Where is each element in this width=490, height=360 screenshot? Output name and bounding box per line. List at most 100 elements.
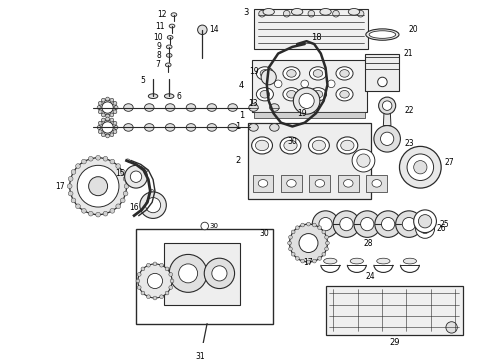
Text: 2: 2 <box>235 156 240 165</box>
Circle shape <box>169 255 207 292</box>
Ellipse shape <box>372 180 382 187</box>
Circle shape <box>147 273 163 289</box>
Ellipse shape <box>324 258 337 264</box>
Ellipse shape <box>337 137 358 154</box>
Circle shape <box>289 235 293 239</box>
Text: 10: 10 <box>153 33 163 42</box>
Circle shape <box>261 69 276 85</box>
Circle shape <box>75 164 80 168</box>
Circle shape <box>313 259 316 263</box>
Circle shape <box>197 25 207 35</box>
Ellipse shape <box>126 159 131 162</box>
Circle shape <box>379 97 396 114</box>
Circle shape <box>416 219 435 238</box>
Ellipse shape <box>309 137 329 154</box>
Bar <box>281 175 302 192</box>
Text: 25: 25 <box>439 220 449 229</box>
Circle shape <box>110 113 114 117</box>
Circle shape <box>446 322 457 333</box>
Circle shape <box>110 98 114 102</box>
Ellipse shape <box>315 180 324 187</box>
Circle shape <box>204 258 235 289</box>
Ellipse shape <box>287 69 296 77</box>
Circle shape <box>97 126 101 129</box>
Ellipse shape <box>283 67 300 80</box>
Circle shape <box>340 217 353 231</box>
Ellipse shape <box>249 104 258 111</box>
Ellipse shape <box>260 90 270 98</box>
Circle shape <box>325 247 328 251</box>
Circle shape <box>294 87 320 114</box>
Ellipse shape <box>310 87 326 101</box>
Ellipse shape <box>207 104 217 111</box>
Circle shape <box>414 161 427 174</box>
Ellipse shape <box>263 9 274 15</box>
Circle shape <box>361 217 374 231</box>
Circle shape <box>101 118 105 122</box>
Circle shape <box>110 133 114 137</box>
Circle shape <box>307 260 310 264</box>
Circle shape <box>291 230 295 234</box>
Circle shape <box>106 97 109 101</box>
Circle shape <box>116 204 121 209</box>
Text: 28: 28 <box>364 239 373 248</box>
Circle shape <box>110 159 115 164</box>
Circle shape <box>170 279 174 283</box>
Circle shape <box>325 235 328 239</box>
Circle shape <box>357 10 364 17</box>
Bar <box>325 286 463 335</box>
Circle shape <box>374 126 400 152</box>
Circle shape <box>288 241 292 245</box>
Circle shape <box>101 98 105 102</box>
Circle shape <box>68 191 73 196</box>
Bar <box>252 60 367 112</box>
Circle shape <box>165 267 169 271</box>
Circle shape <box>322 252 326 256</box>
Ellipse shape <box>196 348 204 352</box>
Text: 5: 5 <box>141 76 146 85</box>
Circle shape <box>97 105 101 109</box>
Text: 30: 30 <box>209 223 219 229</box>
Circle shape <box>103 211 108 216</box>
Bar <box>136 229 273 324</box>
Ellipse shape <box>320 9 331 15</box>
Ellipse shape <box>165 94 174 99</box>
Text: 19: 19 <box>249 67 259 76</box>
Ellipse shape <box>166 104 175 111</box>
Circle shape <box>81 208 86 213</box>
Circle shape <box>71 198 76 203</box>
Text: 27: 27 <box>444 158 454 167</box>
Circle shape <box>308 10 315 17</box>
Circle shape <box>313 223 316 227</box>
Ellipse shape <box>283 87 300 101</box>
Circle shape <box>378 77 387 87</box>
Circle shape <box>113 110 117 114</box>
Text: 21: 21 <box>403 49 413 58</box>
Circle shape <box>113 102 117 105</box>
Ellipse shape <box>145 104 154 111</box>
Circle shape <box>98 110 102 114</box>
Ellipse shape <box>258 180 268 187</box>
Ellipse shape <box>145 123 154 131</box>
Circle shape <box>75 204 80 209</box>
Circle shape <box>77 165 119 207</box>
Circle shape <box>113 130 117 134</box>
Ellipse shape <box>249 123 258 131</box>
Ellipse shape <box>186 104 196 111</box>
Bar <box>310 175 330 192</box>
Ellipse shape <box>270 104 279 111</box>
Ellipse shape <box>171 13 177 17</box>
Circle shape <box>110 118 114 122</box>
Circle shape <box>114 105 118 109</box>
Circle shape <box>96 156 100 160</box>
Circle shape <box>301 80 309 87</box>
Text: 22: 22 <box>404 106 414 115</box>
Circle shape <box>169 285 172 289</box>
Ellipse shape <box>377 258 390 264</box>
Circle shape <box>357 154 370 167</box>
Ellipse shape <box>166 123 175 131</box>
Circle shape <box>106 117 109 121</box>
Text: 8: 8 <box>157 51 162 60</box>
Ellipse shape <box>166 54 172 57</box>
Ellipse shape <box>143 168 147 172</box>
